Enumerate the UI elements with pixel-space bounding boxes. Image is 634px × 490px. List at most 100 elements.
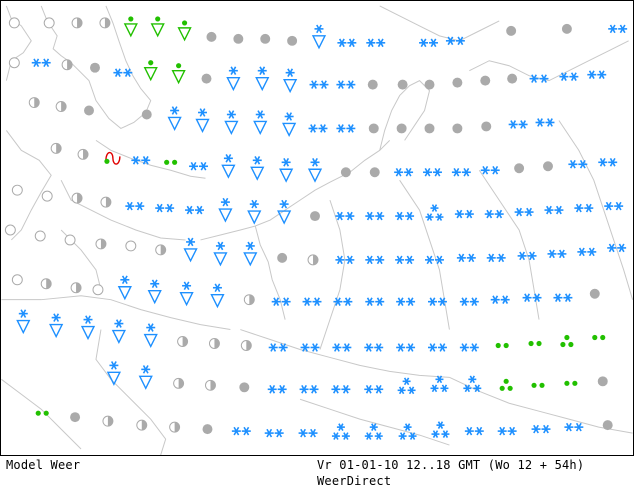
snow-symbol <box>308 124 328 133</box>
snow-symbol <box>522 293 542 302</box>
snow-symbol <box>568 160 588 169</box>
snow-symbol <box>366 38 386 48</box>
rain-symbol <box>560 334 574 348</box>
snow-symbol <box>335 211 355 221</box>
cloud-outline-symbol <box>8 17 20 29</box>
snow-shower-symbol <box>80 315 96 341</box>
cloud-symbol <box>543 161 553 172</box>
snow-symbol <box>395 211 415 221</box>
snow-symbol <box>428 343 447 352</box>
snow-symbol <box>268 343 288 352</box>
snow-symbol <box>456 253 476 263</box>
cloud-symbol <box>597 376 608 387</box>
snow-shower-symbol <box>106 361 121 386</box>
half-cloud-symbol <box>99 17 111 29</box>
cloud-outline-symbol <box>8 57 20 69</box>
snow-symbol <box>365 211 385 221</box>
cloud-symbol <box>369 167 380 178</box>
cloud-symbol <box>396 123 407 134</box>
snow-symbol <box>394 167 414 177</box>
snow-symbol <box>608 24 628 34</box>
snow-symbol <box>425 255 444 265</box>
half-cloud-symbol <box>155 244 167 256</box>
snow-symbol <box>396 297 416 306</box>
snow-symbol <box>396 343 416 352</box>
cloud-symbol <box>589 288 600 299</box>
snow-shower-symbol <box>307 158 323 183</box>
snow-symbol <box>335 255 355 265</box>
drizzle-symbol <box>528 340 542 347</box>
half-cloud-symbol <box>71 192 83 204</box>
half-cloud-symbol <box>102 415 114 427</box>
snow-symbol <box>529 74 549 83</box>
snow-symbol <box>267 385 287 394</box>
snow-symbol <box>559 72 579 81</box>
cloud-symbol <box>141 109 152 120</box>
snow-shower-symbol <box>143 323 158 349</box>
snow-symbol <box>364 343 384 352</box>
snow-symbol <box>125 201 145 211</box>
cloud-symbol <box>397 79 408 90</box>
snow-symbol <box>419 38 438 48</box>
snow-shower-symbol <box>167 106 182 131</box>
cloud-symbol <box>260 33 271 44</box>
model-title: Model Weer <box>6 458 81 472</box>
snow-symbol <box>131 156 151 165</box>
snow-symbol <box>497 426 517 436</box>
half-cloud-symbol <box>208 338 220 349</box>
half-cloud-symbol <box>240 340 252 351</box>
snow-symbol <box>264 428 284 438</box>
snow-symbol <box>298 428 318 438</box>
snow-symbol <box>535 118 555 127</box>
snow-shower-symbol <box>224 110 239 135</box>
weather-symbols <box>4 16 628 440</box>
snow-shower-symbol <box>117 275 132 301</box>
drizzle-symbol <box>495 342 509 349</box>
snow-symbol <box>299 385 319 394</box>
snow-symbol <box>31 58 51 68</box>
snow-symbol <box>553 293 573 302</box>
rain-shower-symbol <box>143 60 158 82</box>
rain-shower-symbol <box>123 16 138 38</box>
snow-shower-symbol <box>210 283 225 309</box>
snow-heavy-symbol <box>331 423 350 440</box>
rain-shower-symbol <box>171 63 186 85</box>
half-cloud-symbol <box>169 421 181 433</box>
cloud-outline-symbol <box>43 17 55 29</box>
coastlines-borders <box>1 5 633 455</box>
snow-symbol <box>607 243 627 253</box>
snow-shower-symbol <box>16 309 31 335</box>
snow-symbol <box>231 426 251 436</box>
snow-symbol <box>564 422 584 432</box>
snow-symbol <box>484 209 504 219</box>
snow-symbol <box>428 297 447 306</box>
snow-symbol <box>454 209 474 219</box>
snow-symbol <box>309 80 329 89</box>
snow-shower-symbol <box>282 112 297 137</box>
snow-symbol <box>486 253 506 263</box>
snow-symbol <box>514 207 534 217</box>
cloud-symbol <box>480 75 491 86</box>
half-cloud-symbol <box>77 148 89 160</box>
cloud-symbol <box>368 123 379 134</box>
half-cloud-symbol <box>204 379 216 391</box>
thunder-symbol <box>104 151 121 165</box>
cloud-symbol <box>367 79 378 90</box>
snow-symbol <box>337 38 357 48</box>
snow-symbol <box>480 165 500 175</box>
snow-symbol <box>185 205 204 215</box>
map-background <box>1 1 633 455</box>
snow-symbol <box>490 295 510 304</box>
snow-symbol <box>365 297 385 306</box>
cloud-outline-symbol <box>34 230 46 242</box>
cloud-symbol <box>602 420 613 431</box>
snow-symbol <box>464 426 484 436</box>
half-cloud-symbol <box>71 17 83 29</box>
half-cloud-symbol <box>55 101 67 113</box>
half-cloud-symbol <box>243 294 255 306</box>
half-cloud-symbol <box>28 97 40 109</box>
snow-shower-symbol <box>213 241 228 267</box>
snow-symbol <box>604 201 624 211</box>
snow-symbol <box>113 68 133 77</box>
half-cloud-symbol <box>136 419 148 431</box>
